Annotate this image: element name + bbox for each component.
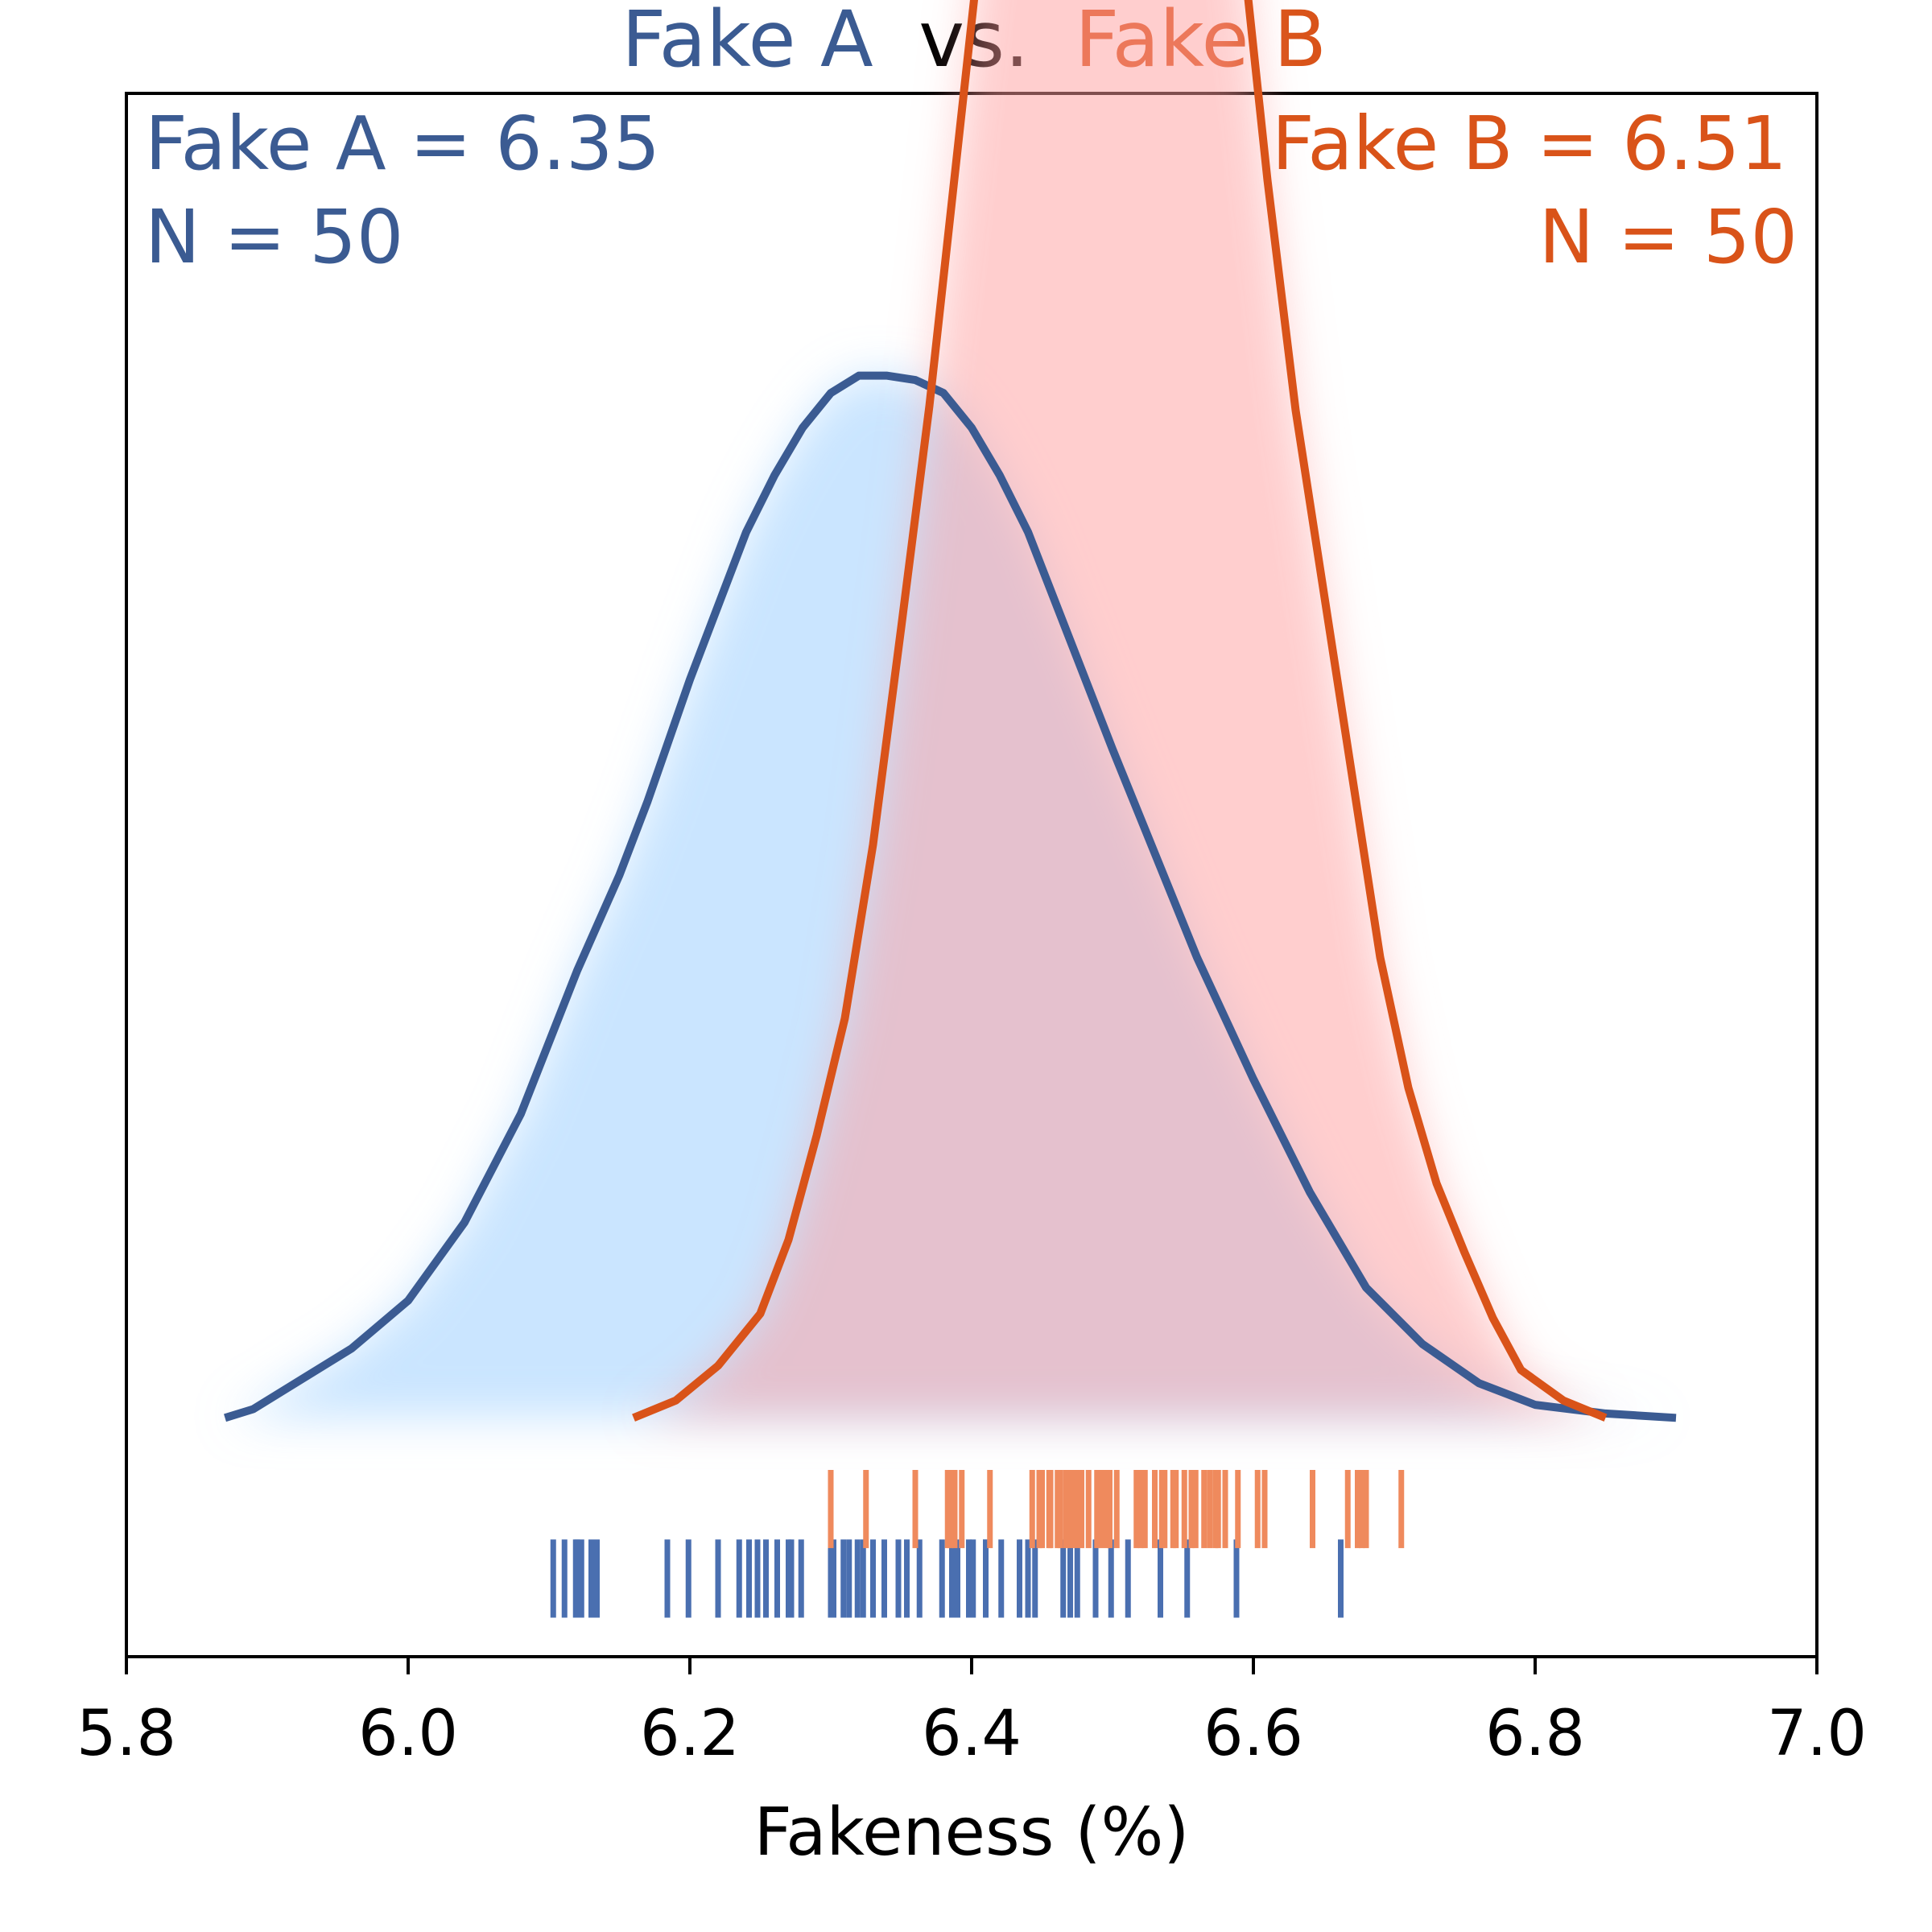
x-tick-label: 6.4 [922, 1698, 1022, 1770]
density-curve-layer [224, 0, 1677, 1422]
x-axis: 5.8 6.0 6.2 6.4 6.6 6.8 7.0 Fakeness (%) [76, 1657, 1867, 1871]
density-fill-layer [225, 0, 1676, 1418]
x-tick-label: 5.8 [76, 1698, 176, 1770]
fake-a-count-label: N = 50 [145, 194, 403, 280]
fake-b-density-fill [634, 0, 1606, 1418]
plot-area: Fake A = 6.35 N = 50 Fake B = 6.51 N = 5… [125, 0, 1818, 1658]
fake-a-density-curve [224, 371, 1677, 1422]
x-axis-label: Fakeness (%) [754, 1794, 1190, 1871]
title-series-a: Fake A [621, 0, 873, 85]
x-tick-label: 6.6 [1203, 1698, 1303, 1770]
x-tick-label: 6.8 [1485, 1698, 1585, 1770]
fake-a-mean-label: Fake A = 6.35 [145, 101, 660, 187]
x-tick-label: 6.0 [358, 1698, 458, 1770]
x-tick-label: 6.2 [640, 1698, 740, 1770]
fake-b-mean-label: Fake B = 6.51 [1272, 101, 1787, 187]
x-tick-label: 7.0 [1767, 1698, 1867, 1770]
x-ticks: 5.8 6.0 6.2 6.4 6.6 6.8 7.0 [76, 1657, 1867, 1770]
fake-b-density-curve [632, 0, 1608, 1422]
rug-layer [550, 1470, 1405, 1618]
fake-b-count-label: N = 50 [1539, 194, 1798, 280]
